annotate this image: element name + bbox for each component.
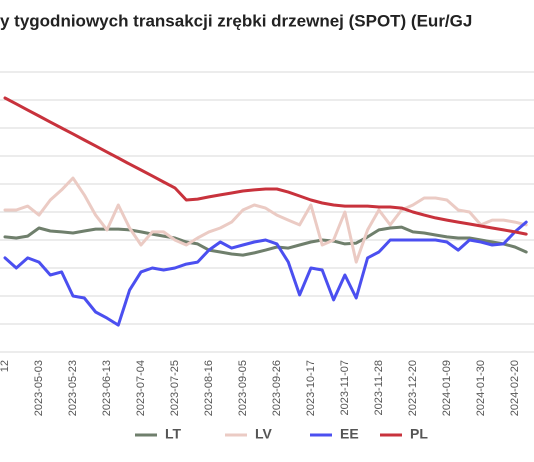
x-tick-label: 2024-01-30 xyxy=(475,360,487,416)
legend-label: PL xyxy=(410,426,428,442)
legend-label: LV xyxy=(255,426,273,442)
legend-label: EE xyxy=(340,426,359,442)
series-line xyxy=(3,96,528,236)
x-tick-label: 2023-12-20 xyxy=(407,360,419,416)
x-tick-label: 2023-09-26 xyxy=(271,360,283,416)
x-tick-label: 2023-11-07 xyxy=(339,360,351,415)
x-tick-label: 12 xyxy=(0,360,11,372)
x-tick-label: 2023-05-03 xyxy=(33,360,45,416)
series-line xyxy=(3,225,528,257)
chart-title: y tygodniowych transakcji zrębki drzewne… xyxy=(0,11,472,30)
x-tick-label: 2023-08-16 xyxy=(203,360,215,416)
x-tick-label: 2023-09-05 xyxy=(237,360,249,416)
x-tick-label: 2023-05-23 xyxy=(67,360,79,416)
x-tick-label: 2023-06-13 xyxy=(101,360,113,416)
series-line xyxy=(3,220,528,327)
x-tick-label: 2023-11-28 xyxy=(373,360,385,415)
x-tick-label: 2023-07-04 xyxy=(135,360,147,416)
legend-label: LT xyxy=(165,426,182,442)
series-line xyxy=(3,176,528,264)
x-tick-label: 2023-10-17 xyxy=(305,360,317,416)
x-tick-label: 2023-07-25 xyxy=(169,360,181,416)
x-tick-label: 2024-02-20 xyxy=(509,360,521,416)
x-tick-label: 2024-01-09 xyxy=(441,360,453,416)
